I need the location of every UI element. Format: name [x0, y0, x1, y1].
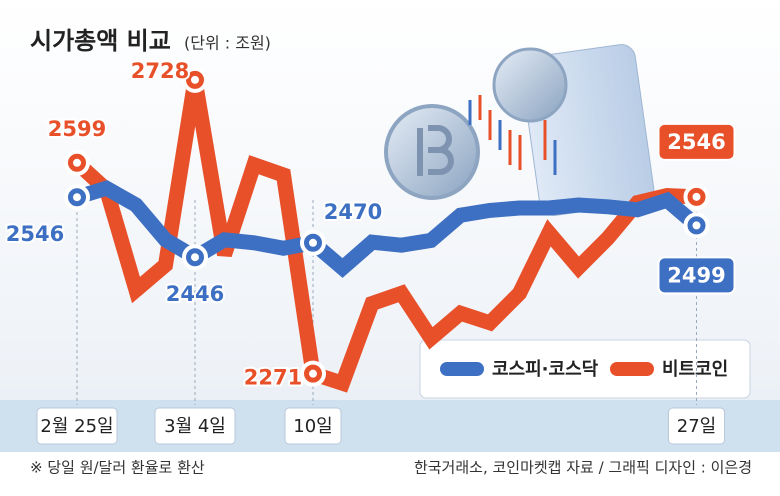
source: 한국거래소, 코인마켓캡 자료 / 그래픽 디자인 : 이은경: [414, 459, 752, 477]
value-label: 2546: [6, 222, 64, 246]
x-label-box: [284, 407, 342, 445]
x-label-box: [668, 407, 725, 445]
value-label: 2546: [667, 130, 725, 154]
x-tick-label: 10일: [293, 416, 332, 437]
chart-subtitle: (단위 : 조원): [184, 34, 271, 53]
value-label: 2271: [244, 366, 302, 390]
value-label: 2499: [667, 263, 725, 287]
coin-symbol: [417, 125, 454, 176]
legend-swatch: [610, 362, 654, 376]
point-center: [692, 221, 701, 230]
point-center: [309, 369, 317, 378]
legend-box: [419, 339, 751, 399]
x-tick-label: 3월 4일: [164, 416, 226, 437]
legend: 코스피·코스닥 비트코인: [419, 339, 751, 399]
point-center: [309, 238, 317, 247]
legend-label: 비트코인: [662, 359, 728, 380]
x-label-box: [36, 407, 118, 445]
value-label: 2728: [131, 59, 189, 83]
coin: [492, 47, 568, 123]
illustration: [384, 44, 655, 216]
value-label: 2446: [166, 282, 224, 306]
x-label-box: [154, 407, 236, 445]
point-center: [692, 192, 701, 201]
x-tick-label: 27일: [677, 416, 716, 437]
candles: [468, 95, 557, 175]
point-center: [73, 193, 81, 202]
point-center: [191, 253, 199, 262]
x-tick-label: 2월 25일: [40, 416, 113, 437]
legend-label: 코스피·코스닥: [492, 359, 599, 380]
value-label-box: [657, 256, 736, 295]
value-label-box: [657, 122, 736, 161]
value-label: 2470: [324, 200, 382, 224]
note: ※ 당일 원/달러 환율로 환산: [30, 459, 205, 477]
chart-title: 시가총액 비교: [30, 27, 171, 55]
series-line: [71, 78, 697, 393]
value-label: 2599: [48, 117, 106, 141]
footer-band: [0, 452, 780, 496]
axis-band: [0, 400, 780, 452]
point-center: [191, 75, 199, 84]
legend-swatch: [440, 362, 484, 376]
series-line: [74, 180, 702, 278]
point-center: [73, 158, 81, 167]
